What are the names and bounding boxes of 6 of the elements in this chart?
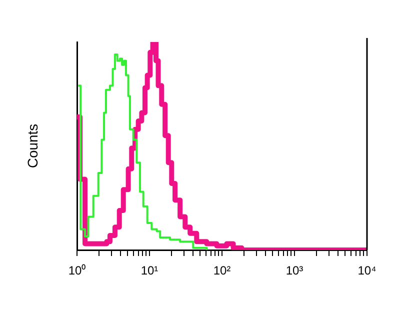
x-tick-label: 10⁴ (358, 264, 376, 278)
x-tick-label: 10³ (286, 264, 304, 278)
x-tick-label: 10² (213, 264, 231, 278)
x-tick-label: 10¹ (140, 264, 158, 278)
x-tick-label: 10⁰ (68, 264, 86, 278)
y-axis-title: Counts (24, 124, 40, 168)
